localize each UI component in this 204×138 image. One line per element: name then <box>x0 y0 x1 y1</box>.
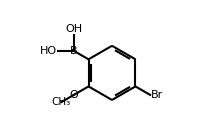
Text: HO: HO <box>40 46 57 56</box>
Text: OH: OH <box>65 24 82 34</box>
Text: B: B <box>70 46 78 56</box>
Text: O: O <box>69 90 78 100</box>
Text: CH₃: CH₃ <box>52 97 71 107</box>
Text: Br: Br <box>151 90 163 100</box>
